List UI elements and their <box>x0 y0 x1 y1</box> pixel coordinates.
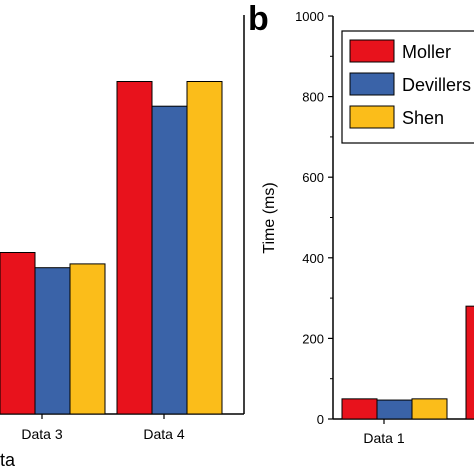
y-tick-label-b: 0 <box>317 412 324 427</box>
legend-b: Moller Devillers Shen <box>341 30 474 144</box>
legend-label-devillers: Devillers <box>402 75 471 95</box>
bar-a-shen-1 <box>69 263 106 415</box>
legend-swatch-moller <box>349 39 395 63</box>
bar-a-devillers-1 <box>34 267 71 415</box>
legend-swatch-shen <box>349 105 395 129</box>
x-tick-label-a: Data 3 <box>21 426 62 442</box>
legend-label-shen: Shen <box>402 108 444 128</box>
bar-a-moller-2 <box>116 81 153 415</box>
y-tick-label-b: 800 <box>302 90 324 105</box>
y-tick-label-b: 400 <box>302 251 324 266</box>
y-tick-label-b: 1000 <box>295 9 324 24</box>
bar-a-moller-1 <box>0 252 36 415</box>
y-axis-title-b: Time (ms) <box>261 182 278 253</box>
x-tick-label-a: Data 4 <box>143 426 184 442</box>
bar-a-devillers-2 <box>151 105 188 415</box>
bar-a-shen-2 <box>186 81 223 415</box>
legend-label-moller: Moller <box>402 42 451 62</box>
legend-swatch-devillers <box>349 72 395 96</box>
y-tick-label-b: 200 <box>302 331 324 346</box>
chart-panel-a: Data 3 Data 4 ata <box>0 15 245 470</box>
bar-b-devillers-1 <box>376 399 413 420</box>
chart-panel-b: b 0 200 400 600 800 1000 Time (ms) Data 1 Moller D… <box>248 0 474 446</box>
panel-label-b: b <box>248 0 269 38</box>
bar-b-moller-1 <box>341 398 378 420</box>
x-tick-label-b: Data 1 <box>363 430 404 446</box>
x-axis-title-a: ata <box>0 450 16 470</box>
bar-b-moller-2 <box>465 305 474 420</box>
y-tick-label-b: 600 <box>302 170 324 185</box>
bar-b-shen-1 <box>411 398 448 420</box>
